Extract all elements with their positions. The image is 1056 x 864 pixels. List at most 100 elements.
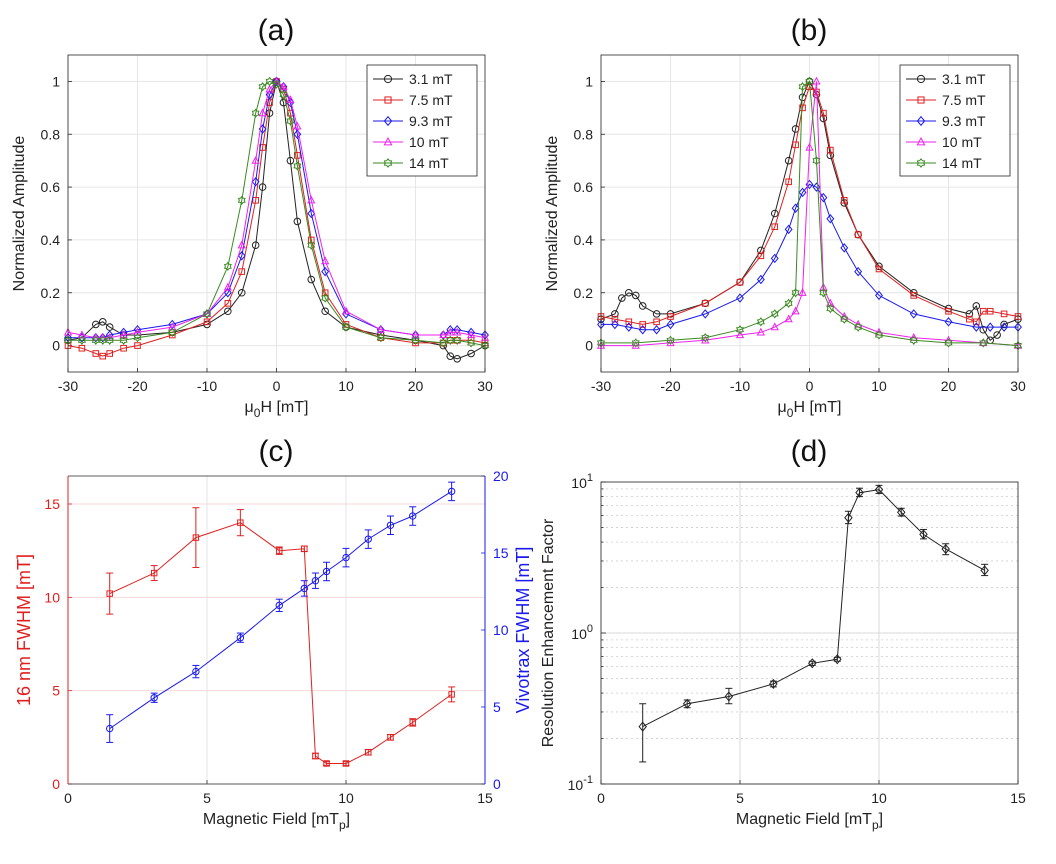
data-point (286, 156, 295, 165)
data-point (448, 691, 455, 698)
y-axis-label-right: Vivotrax FWHM [mT] (513, 547, 533, 714)
data-point (251, 177, 260, 187)
data-point (812, 76, 821, 85)
data-point (279, 81, 288, 90)
data-point (387, 734, 394, 741)
x-axis-label-rest: H [mT] (260, 399, 308, 416)
data-point (453, 327, 462, 336)
data-point (446, 324, 455, 335)
x-axis-label: Magnetic Field [mTp] (203, 811, 350, 832)
plot-frame (67, 54, 486, 373)
data-point (756, 327, 765, 336)
data-point (910, 292, 918, 299)
data-point (223, 288, 232, 298)
x-tick-label: 10 (871, 378, 887, 394)
y-tick-label-left: 5 (52, 683, 60, 699)
data-point (638, 721, 647, 732)
data-point (826, 303, 835, 314)
legend-marker (916, 158, 926, 168)
data-point (792, 141, 799, 149)
y-tick-label: 100 (571, 623, 593, 642)
y-tick-label: 101 (571, 472, 593, 491)
data-point (980, 565, 989, 576)
legend-marker (383, 158, 393, 168)
data-point (439, 330, 448, 339)
data-point (756, 317, 765, 327)
y-tick-label-right: 0 (493, 776, 501, 792)
data-point (972, 318, 980, 326)
data-point (798, 82, 807, 92)
data-point (826, 214, 835, 224)
y-axis-label: Normalized Amplitude (544, 136, 561, 292)
data-point (266, 99, 273, 106)
legend-entry: 7.5 mT (409, 92, 453, 108)
data-point (411, 330, 420, 339)
data-point (237, 240, 246, 249)
data-point (77, 330, 87, 339)
data-point (286, 95, 295, 104)
data-point (854, 322, 863, 332)
data-point (784, 298, 793, 308)
y-tick-label-base: 10 (571, 626, 587, 642)
x-tick-label: 30 (1010, 378, 1026, 394)
data-point (272, 79, 281, 89)
x-tick-label: 15 (1010, 790, 1026, 806)
data-point (785, 178, 792, 186)
legend-marker (916, 74, 926, 84)
data-point (133, 333, 142, 343)
series-7-5-mt (597, 83, 1022, 328)
x-axis-label: μ0H [mT] (245, 399, 309, 420)
x-axis-label-main: μ (245, 399, 254, 416)
data-point (301, 545, 308, 553)
y-tick-label: 0.8 (574, 126, 594, 142)
data-point (784, 314, 793, 323)
data-point (251, 108, 260, 118)
data-point (98, 332, 107, 343)
legend-marker (916, 136, 926, 146)
legend-entry: 10 mT (409, 134, 449, 150)
data-point (784, 156, 793, 165)
data-point (119, 335, 128, 345)
data-point (341, 306, 351, 315)
data-point (854, 231, 862, 238)
x-tick-label: 5 (736, 790, 744, 806)
x-axis-label-rest: ] (879, 811, 883, 828)
data-point (812, 156, 821, 166)
data-point (376, 333, 385, 343)
data-point (979, 325, 988, 334)
y-tick-label-left: 0 (52, 776, 60, 792)
data-point (321, 307, 329, 316)
data-point (453, 324, 462, 335)
data-point (972, 302, 981, 310)
x-tick-label: 10 (338, 378, 354, 394)
data-point (799, 104, 806, 112)
y-tick-label: 0.6 (574, 179, 594, 195)
data-point (625, 318, 633, 326)
data-point (202, 309, 212, 319)
data-point (757, 246, 765, 255)
data-point (667, 313, 674, 320)
chart-title: (b) (791, 14, 828, 47)
data-point (168, 322, 177, 331)
data-point (840, 196, 848, 204)
data-point (770, 253, 779, 264)
data-point (237, 288, 246, 297)
data-point (631, 291, 640, 300)
data-point (307, 240, 316, 250)
legend: 3.1 mT 7.5 mT 9.3 mT 10 mT 14 mT (899, 64, 1011, 177)
data-point (966, 315, 973, 323)
data-point (945, 307, 952, 315)
data-point (202, 309, 212, 318)
x-axis-label-sub: p (339, 818, 346, 832)
y-tick-label-exp: -1 (583, 774, 593, 786)
data-point (237, 519, 244, 526)
data-point (467, 338, 476, 348)
data-point (300, 584, 308, 593)
legend-entry: 7.5 mT (942, 92, 986, 108)
data-point (236, 634, 245, 642)
y-tick-label-left: 15 (44, 496, 60, 512)
data-point (447, 487, 456, 496)
data-point (279, 89, 288, 100)
